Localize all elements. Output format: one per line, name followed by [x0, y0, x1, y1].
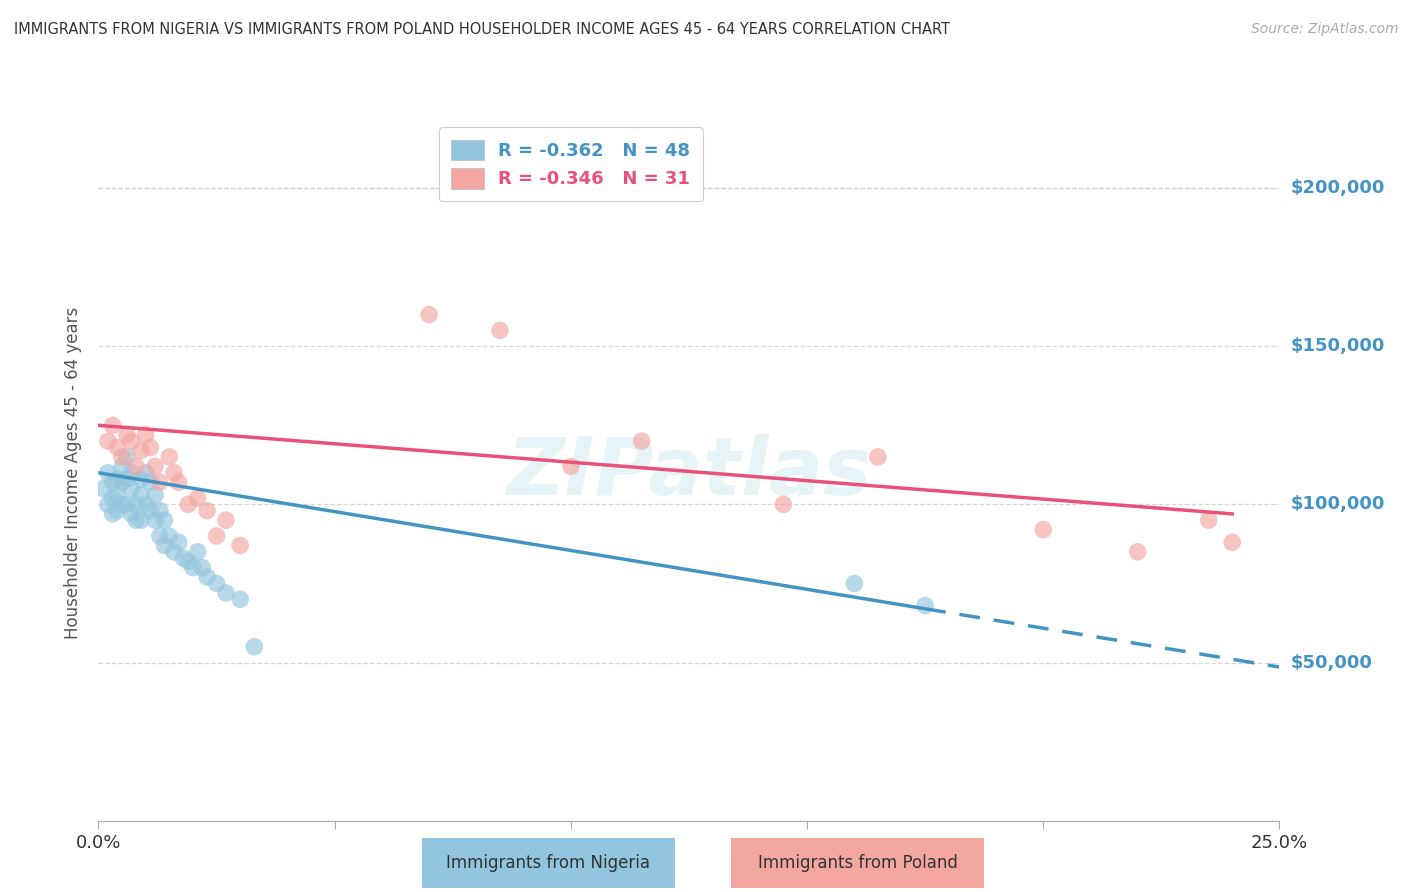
Point — [630, 434, 652, 449]
Point — [167, 535, 190, 549]
Text: $150,000: $150,000 — [1291, 337, 1385, 355]
Point — [115, 450, 138, 464]
Text: $200,000: $200,000 — [1291, 179, 1385, 197]
Point — [143, 488, 166, 502]
Text: Immigrants from Nigeria: Immigrants from Nigeria — [446, 854, 651, 872]
Point — [149, 504, 172, 518]
Point — [187, 545, 209, 559]
Point — [111, 475, 134, 490]
Point — [1198, 513, 1220, 527]
Point — [215, 513, 238, 527]
Point — [97, 497, 120, 511]
Text: ZIPatlas: ZIPatlas — [506, 434, 872, 512]
Point — [115, 472, 138, 486]
Point — [97, 466, 120, 480]
Point — [139, 504, 162, 518]
Point — [139, 475, 162, 490]
Point — [143, 459, 166, 474]
Point — [489, 323, 512, 337]
Point — [163, 545, 186, 559]
Point — [172, 551, 194, 566]
Point — [91, 482, 114, 496]
Point — [153, 513, 176, 527]
Point — [129, 488, 152, 502]
Point — [772, 497, 794, 511]
Point — [181, 560, 204, 574]
Point — [115, 427, 138, 442]
Point — [125, 497, 148, 511]
Point — [101, 475, 124, 490]
Point — [125, 459, 148, 474]
Point — [167, 475, 190, 490]
Text: $100,000: $100,000 — [1291, 495, 1385, 514]
Point — [1126, 545, 1149, 559]
Point — [111, 497, 134, 511]
Point — [125, 513, 148, 527]
Point — [191, 560, 214, 574]
Point — [97, 434, 120, 449]
Text: Source: ZipAtlas.com: Source: ZipAtlas.com — [1251, 22, 1399, 37]
Point — [205, 529, 228, 543]
Point — [243, 640, 266, 654]
Point — [187, 491, 209, 505]
Point — [229, 592, 252, 607]
Point — [149, 475, 172, 490]
Point — [866, 450, 889, 464]
Point — [560, 459, 582, 474]
Point — [101, 507, 124, 521]
Point — [1220, 535, 1243, 549]
Point — [101, 491, 124, 505]
Point — [139, 441, 162, 455]
Point — [143, 513, 166, 527]
Point — [101, 418, 124, 433]
Y-axis label: Householder Income Ages 45 - 64 years: Householder Income Ages 45 - 64 years — [65, 307, 83, 639]
Point — [157, 450, 180, 464]
Point — [149, 529, 172, 543]
Point — [121, 482, 143, 496]
Point — [105, 441, 128, 455]
Point — [129, 443, 152, 458]
Point — [115, 497, 138, 511]
Point — [177, 554, 200, 568]
Point — [418, 308, 440, 322]
Point — [163, 466, 186, 480]
Point — [177, 497, 200, 511]
Text: IMMIGRANTS FROM NIGERIA VS IMMIGRANTS FROM POLAND HOUSEHOLDER INCOME AGES 45 - 6: IMMIGRANTS FROM NIGERIA VS IMMIGRANTS FR… — [14, 22, 950, 37]
Point — [157, 529, 180, 543]
Point — [195, 570, 218, 584]
Point — [1032, 523, 1054, 537]
Text: Immigrants from Poland: Immigrants from Poland — [758, 854, 957, 872]
Point — [135, 497, 157, 511]
Point — [111, 450, 134, 464]
Point — [135, 427, 157, 442]
Point — [205, 576, 228, 591]
Point — [129, 472, 152, 486]
Point — [111, 459, 134, 474]
Point — [914, 599, 936, 613]
Point — [153, 539, 176, 553]
Point — [121, 507, 143, 521]
Point — [105, 472, 128, 486]
Point — [195, 504, 218, 518]
Legend: R = -0.362   N = 48, R = -0.346   N = 31: R = -0.362 N = 48, R = -0.346 N = 31 — [439, 127, 703, 202]
Point — [844, 576, 866, 591]
Point — [121, 466, 143, 480]
Point — [215, 586, 238, 600]
Text: $50,000: $50,000 — [1291, 654, 1372, 672]
Point — [105, 488, 128, 502]
Point — [129, 513, 152, 527]
Point — [105, 504, 128, 518]
Point — [135, 466, 157, 480]
Point — [229, 539, 252, 553]
Point — [121, 434, 143, 449]
